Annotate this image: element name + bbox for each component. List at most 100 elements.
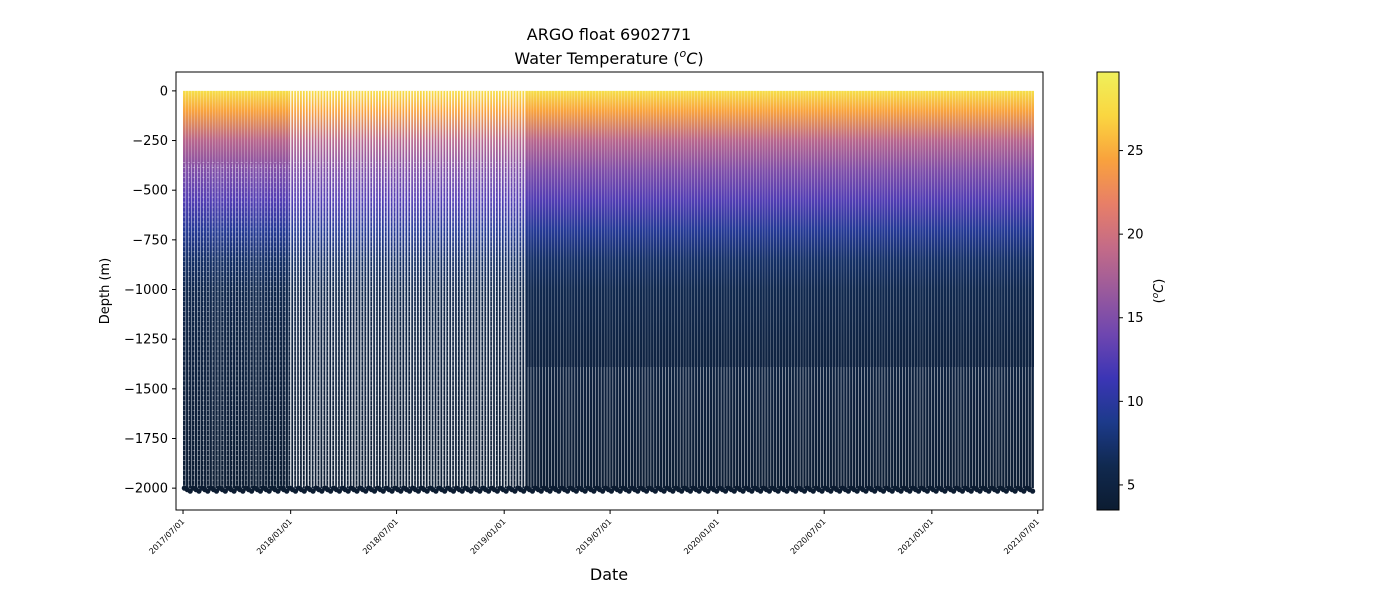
profile-column [855, 90, 859, 489]
profile-column [747, 90, 751, 489]
profile-gap [316, 90, 318, 489]
profile-gap [448, 90, 450, 489]
profile-column [917, 90, 920, 489]
profile-column [943, 90, 947, 489]
profile-column [373, 90, 376, 489]
profile-column [308, 90, 312, 489]
profile-column [642, 90, 645, 489]
profile-column [914, 90, 917, 489]
profile-column [504, 90, 508, 489]
profile-column [806, 90, 809, 489]
profile-column [595, 90, 599, 489]
profile-gap [518, 90, 520, 489]
profile-column [223, 90, 227, 489]
profile-gap [483, 90, 485, 489]
profile-column [545, 90, 549, 489]
profile-column [443, 90, 447, 489]
profile-column [449, 90, 452, 489]
profile-column [893, 90, 897, 489]
profile-column [419, 90, 423, 489]
profile-column [566, 90, 569, 489]
y-tick-label: 0 [160, 84, 168, 99]
profile-gap [380, 90, 382, 489]
profile-column [554, 90, 558, 489]
chart-subtitle: Water Temperature (oC) [514, 47, 703, 68]
profile-column [803, 90, 806, 489]
profile-column [668, 90, 672, 489]
profile-column [256, 90, 259, 489]
profile-column [659, 90, 663, 489]
profile-column [902, 90, 906, 489]
profile-column [630, 90, 634, 489]
profile-gap [412, 90, 415, 489]
profile-column [431, 90, 435, 489]
profile-column [297, 90, 300, 489]
profile-column [539, 90, 543, 489]
profile-column [367, 90, 370, 489]
profile-gap [301, 90, 303, 489]
profile-column [519, 90, 523, 489]
profile-column [639, 90, 643, 489]
profile-column [343, 90, 347, 489]
profile-column [908, 90, 912, 489]
profile-column [931, 90, 935, 489]
profile-column [1016, 90, 1020, 489]
profile-gap [392, 90, 394, 489]
profile-gap [497, 90, 499, 489]
profile-column [779, 90, 783, 489]
profile-column [399, 90, 403, 489]
profile-column [607, 90, 610, 489]
profile-gap [410, 90, 412, 489]
profile-column [864, 90, 868, 489]
profile-gap [524, 90, 526, 489]
x-tick-label: 2019/07/01 [575, 517, 614, 556]
profile-column [221, 90, 224, 489]
profile-column [250, 90, 253, 489]
y-tick-label: −500 [132, 184, 168, 199]
profile-column [589, 90, 593, 489]
profile-column [352, 90, 356, 489]
profile-column [314, 90, 318, 489]
profile-column [583, 90, 587, 489]
subtitle-unit-sup: o [679, 47, 686, 60]
profile-gap [307, 90, 309, 489]
profile-gap [474, 90, 476, 489]
profile-column [206, 90, 210, 489]
profile-column [481, 90, 485, 489]
profile-column [577, 90, 581, 489]
profile-column [873, 90, 877, 489]
profile-column [741, 90, 745, 489]
profile-column [393, 90, 397, 489]
profile-column [302, 90, 306, 489]
y-axis-label: Depth (m) [98, 258, 113, 325]
subtitle-prefix: Water Temperature ( [514, 49, 679, 68]
profile-column [870, 90, 874, 489]
profile-column [241, 90, 245, 489]
profile-gap [456, 90, 458, 489]
profile-gap [506, 90, 508, 489]
profile-gap [389, 90, 391, 489]
profile-gap [450, 90, 453, 489]
profile-column [282, 90, 286, 489]
profile-gap [515, 90, 517, 489]
profile-column [469, 90, 473, 489]
profile-column [226, 90, 230, 489]
profile-column [364, 90, 368, 489]
profile-column [683, 90, 686, 489]
profile-gap [366, 90, 368, 489]
profile-column [990, 90, 994, 489]
profile-gap [360, 90, 362, 489]
profile-column [522, 90, 526, 489]
y-tick-label: −250 [132, 134, 168, 149]
profile-gap [500, 90, 502, 489]
profile-column [528, 90, 531, 489]
profile-column [288, 90, 292, 489]
profile-column [648, 90, 651, 489]
profile-column [340, 90, 344, 489]
profile-gap [442, 90, 444, 489]
profile-gap [322, 90, 324, 489]
profile-column [952, 90, 956, 489]
profile-column [320, 90, 324, 489]
colorbar-tick-label: 10 [1127, 395, 1144, 410]
profile-column [311, 90, 315, 489]
